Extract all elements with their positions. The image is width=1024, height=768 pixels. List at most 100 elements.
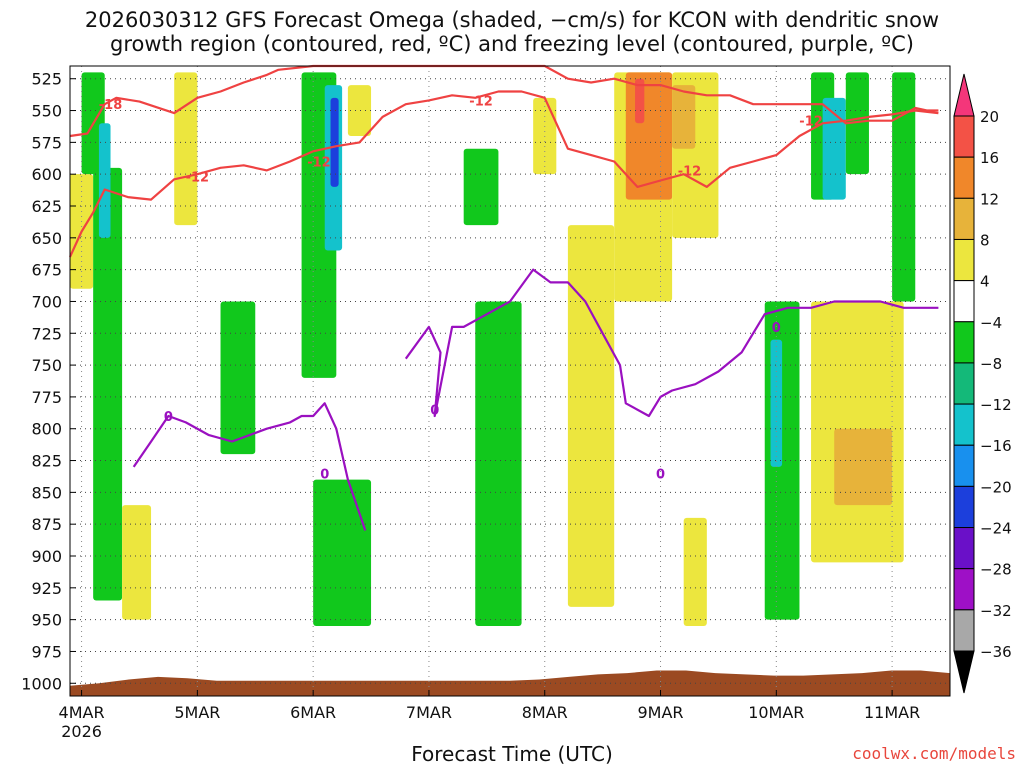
colorbar-bottom-arrow — [953, 650, 975, 694]
colorbar-swatch — [953, 527, 975, 570]
y-tick-label: 725 — [31, 324, 62, 343]
omega-shading-layer — [70, 72, 916, 626]
freezing-contour-line-0 — [132, 402, 367, 531]
colorbar-label: −8 — [980, 355, 1002, 373]
freezing-contour-label-4: 0 — [320, 467, 329, 482]
colorbar-label: −16 — [980, 437, 1012, 455]
omega-region-6 — [220, 301, 256, 455]
colorbar-swatch — [953, 156, 975, 199]
dgz-contour-label-2: -12 — [469, 94, 493, 109]
x-tick-label: 4MAR — [59, 703, 105, 722]
colorbar-swatch — [953, 197, 975, 240]
y-tick-label: 650 — [31, 229, 62, 248]
freezing-contour-label-0: 0 — [164, 410, 173, 425]
chart-title-line2: growth region (contoured, red, ºC) and f… — [110, 32, 914, 56]
y-tick-label: 800 — [31, 420, 62, 439]
x-tick-label: 9MAR — [638, 703, 684, 722]
omega-region-18 — [635, 78, 645, 124]
omega-region-11 — [347, 85, 372, 136]
x-tick-label: 11MAR — [864, 703, 920, 722]
colorbar-swatch — [953, 115, 975, 158]
colorbar-swatch — [953, 238, 975, 282]
dgz-contour-label-5: -12 — [799, 115, 823, 130]
colorbar-swatch — [953, 280, 975, 323]
dgz-contour-label-0: -18 — [99, 98, 123, 113]
x-tick-label: 5MAR — [174, 703, 220, 722]
freezing-contour-line-1 — [404, 268, 939, 418]
omega-region-13 — [475, 301, 522, 626]
x-tick-label: 6MAR — [290, 703, 336, 722]
site-credit[interactable]: coolwx.com/models — [852, 744, 1016, 763]
colorbar-swatch — [953, 403, 975, 446]
x-axis-label: Forecast Time (UTC) — [411, 742, 613, 766]
colorbar-label: −24 — [980, 520, 1012, 538]
y-tick-label: 1000 — [21, 674, 62, 693]
colorbar-swatch — [953, 609, 975, 652]
omega-region-4 — [122, 505, 152, 620]
freezing-contour-label-3: 0 — [656, 467, 665, 482]
y-tick-label: 600 — [31, 165, 62, 184]
colorbar-top-arrow — [953, 73, 975, 117]
dgz-contours: -18 -12 -12 -12 -12 -12 — [68, 64, 939, 258]
colorbar-label: 4 — [980, 273, 990, 291]
y-tick-label: 575 — [31, 133, 62, 152]
y-tick-label: 950 — [31, 611, 62, 630]
colorbar-label: −4 — [980, 314, 1002, 332]
y-tick-label: 775 — [31, 388, 62, 407]
freezing-contour-label-1: 0 — [430, 404, 439, 419]
y-tick-label: 750 — [31, 356, 62, 375]
y-axis: 525 550 575 600 625 650 675 700 725 750 775 800 825 8… — [21, 70, 76, 693]
omega-region-21 — [683, 517, 707, 626]
dgz-contour-line-1 — [68, 90, 939, 258]
colorbar-swatch — [953, 321, 975, 364]
freezing-contours: 0 0 0 0 0 — [132, 268, 939, 531]
y-tick-label: 975 — [31, 642, 62, 661]
colorbar-label: −28 — [980, 561, 1012, 579]
omega-region-9 — [330, 97, 339, 187]
dgz-contour-label-4: -12 — [678, 164, 702, 179]
dgz-contour-label-1: -12 — [186, 171, 210, 186]
omega-region-26 — [845, 72, 869, 175]
colorbar-label: −32 — [980, 602, 1012, 620]
colorbar-swatch — [953, 568, 975, 611]
y-tick-label: 875 — [31, 515, 62, 534]
plot-frame — [69, 65, 951, 697]
omega-region-15 — [567, 225, 615, 607]
y-tick-label: 700 — [31, 292, 62, 311]
y-tick-label: 850 — [31, 483, 62, 502]
y-tick-label: 675 — [31, 261, 62, 280]
y-tick-label: 825 — [31, 452, 62, 471]
y-tick-label: 900 — [31, 547, 62, 566]
omega-region-23 — [770, 339, 783, 467]
colorbar-swatch — [953, 362, 975, 405]
x-tick-sublabel: 2026 — [61, 722, 102, 741]
colorbar-swatch — [953, 444, 975, 487]
omega-region-28 — [834, 428, 893, 506]
omega-region-12 — [463, 148, 499, 226]
x-tick-label: 8MAR — [522, 703, 568, 722]
colorbar-label: 12 — [980, 190, 999, 208]
colorbar-label: 8 — [980, 231, 990, 249]
omega-region-29 — [892, 72, 916, 302]
y-tick-label: 625 — [31, 197, 62, 216]
omega-region-5 — [174, 72, 198, 226]
chart-title-line1: 2026030312 GFS Forecast Omega (shaded, −… — [84, 8, 940, 32]
colorbar-label: −12 — [980, 396, 1012, 414]
dgz-contour-label-3: -12 — [307, 155, 331, 170]
omega-region-10 — [313, 479, 372, 626]
colorbar-label: −20 — [980, 478, 1012, 496]
colorbar-label: −36 — [980, 643, 1012, 661]
omega-region-3 — [98, 123, 111, 238]
colorbar-label: 16 — [980, 149, 999, 167]
x-tick-label: 10MAR — [748, 703, 804, 722]
y-tick-label: 525 — [31, 70, 62, 89]
colorbar-label: 20 — [980, 108, 999, 126]
x-tick-label: 7MAR — [406, 703, 452, 722]
y-tick-label: 925 — [31, 579, 62, 598]
omega-region-20 — [672, 85, 696, 149]
colorbar: 20 16 12 8 4 −4 −8 −12 −16 −20 −24 −28 −32 −36 — [953, 73, 1012, 694]
y-tick-label: 550 — [31, 102, 62, 121]
freezing-contour-label-2: 0 — [772, 321, 781, 336]
